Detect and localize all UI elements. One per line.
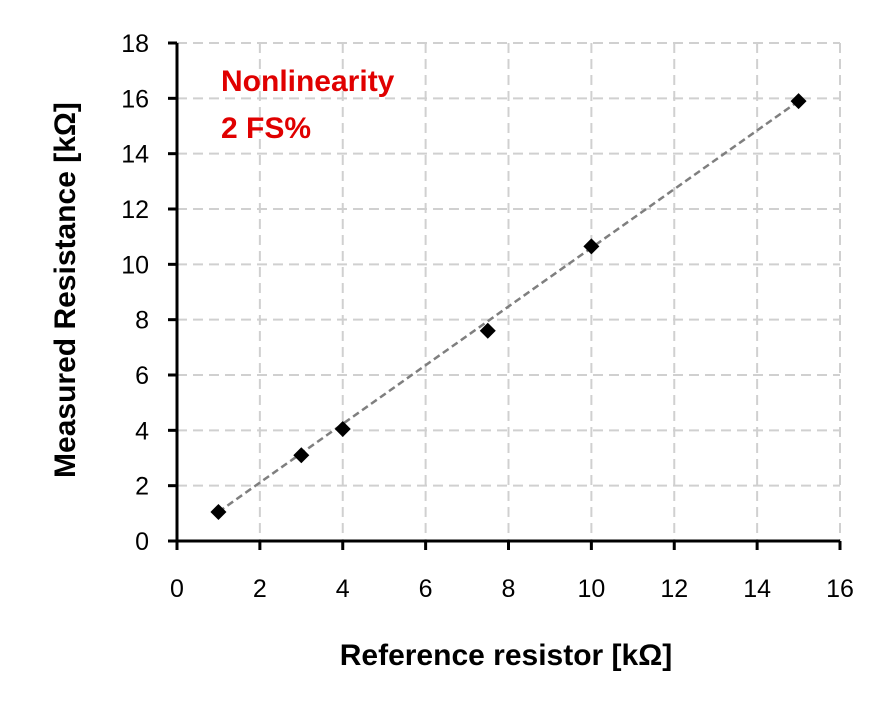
x-tick-label: 2 — [253, 575, 267, 603]
data-point — [293, 447, 310, 464]
y-tick-label: 2 — [135, 473, 149, 501]
y-tick-label: 10 — [121, 251, 149, 279]
annotation-line-1: Nonlinearity — [221, 65, 395, 98]
x-tick-label: 0 — [170, 575, 184, 603]
x-tick-labels: 0 2 4 6 8 10 12 14 16 — [170, 575, 854, 603]
data-points — [210, 93, 807, 520]
data-point — [479, 322, 496, 339]
y-tick-label: 4 — [135, 417, 149, 445]
x-tick-label: 8 — [502, 575, 516, 603]
y-axis-title: Measured Resistance [kΩ] — [49, 102, 82, 478]
data-point — [790, 93, 807, 110]
y-tick-label: 0 — [135, 528, 149, 556]
y-tick-label: 8 — [135, 307, 149, 335]
x-axis-title: Reference resistor [kΩ] — [340, 639, 673, 672]
grid — [177, 42, 841, 541]
y-tick-label: 12 — [121, 196, 149, 224]
x-tick-label: 4 — [336, 575, 350, 603]
y-tick-label: 18 — [121, 30, 149, 58]
data-point — [583, 238, 600, 255]
x-tick-label: 16 — [826, 575, 854, 603]
y-tick-label: 6 — [135, 362, 149, 390]
data-point — [210, 503, 227, 520]
y-tick-label: 14 — [121, 141, 149, 169]
trendline — [217, 100, 800, 513]
axes — [168, 41, 842, 550]
y-tick-labels: 0 2 4 6 8 10 12 14 16 18 — [121, 30, 149, 556]
x-tick-label: 12 — [660, 575, 688, 603]
y-tick-label: 16 — [121, 85, 149, 113]
x-tick-label: 6 — [419, 575, 433, 603]
annotation-line-2: 2 FS% — [221, 112, 311, 145]
x-tick-label: 14 — [743, 575, 771, 603]
data-point — [334, 420, 351, 437]
x-tick-label: 10 — [577, 575, 605, 603]
